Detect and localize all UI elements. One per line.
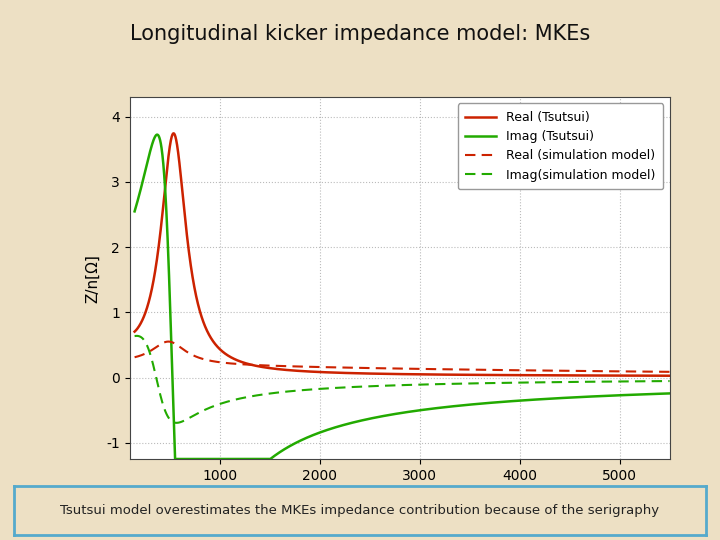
Imag(simulation model): [665, 378, 674, 384]
Imag(simulation model): [359, 383, 368, 390]
Imag(simulation model): [223, 399, 232, 405]
Imag (Tsutsui): [336, 423, 344, 429]
Line: Real (Tsutsui): Real (Tsutsui): [135, 133, 670, 376]
Imag(simulation model): [655, 378, 664, 384]
Real (Tsutsui): [665, 373, 674, 379]
Imag (Tsutsui): [223, 456, 232, 462]
Imag (Tsutsui): [598, 393, 606, 399]
Real (Tsutsui): [598, 372, 606, 379]
Text: Tsutsui model overestimates the MKEs impedance contribution because of the serig: Tsutsui model overestimates the MKEs imp…: [60, 504, 660, 517]
Imag (Tsutsui): [665, 390, 674, 397]
X-axis label: Frequency [MHz]: Frequency [MHz]: [327, 488, 472, 503]
Real (Tsutsui): [655, 373, 664, 379]
Imag(simulation model): [192, 411, 200, 417]
Imag (Tsutsui): [192, 456, 200, 462]
Imag (Tsutsui): [655, 390, 664, 397]
Line: Imag(simulation model): Imag(simulation model): [135, 336, 670, 423]
Text: Longitudinal kicker impedance model: MKEs: Longitudinal kicker impedance model: MKE…: [130, 24, 590, 44]
Real (Tsutsui): [359, 370, 367, 377]
Real (simulation model): [655, 368, 664, 375]
Real (simulation model): [359, 364, 367, 371]
Line: Real (simulation model): Real (simulation model): [135, 342, 670, 372]
Imag(simulation model): [598, 379, 606, 385]
Real (simulation model): [223, 360, 232, 366]
Line: Imag (Tsutsui): Imag (Tsutsui): [135, 134, 670, 459]
Real (simulation model): [192, 353, 200, 360]
Real (simulation model): [130, 354, 139, 361]
Real (simulation model): [598, 368, 606, 374]
Imag (Tsutsui): [171, 456, 179, 462]
Real (simulation model): [665, 369, 674, 375]
Y-axis label: Z/n[Ω]: Z/n[Ω]: [86, 254, 101, 302]
Imag (Tsutsui): [130, 208, 139, 214]
Real (Tsutsui): [130, 328, 139, 335]
Real (Tsutsui): [192, 291, 200, 298]
Imag(simulation model): [172, 420, 181, 426]
Real (simulation model): [336, 364, 344, 371]
Real (Tsutsui): [336, 369, 344, 376]
Imag (Tsutsui): [153, 131, 161, 138]
Imag(simulation model): [336, 384, 344, 391]
Real (simulation model): [164, 339, 173, 345]
Imag(simulation model): [132, 333, 141, 339]
Real (Tsutsui): [223, 352, 232, 359]
Imag (Tsutsui): [359, 417, 368, 423]
Imag(simulation model): [130, 333, 139, 339]
Legend: Real (Tsutsui), Imag (Tsutsui), Real (simulation model), Imag(simulation model): Real (Tsutsui), Imag (Tsutsui), Real (si…: [458, 104, 663, 189]
Real (Tsutsui): [169, 130, 178, 137]
